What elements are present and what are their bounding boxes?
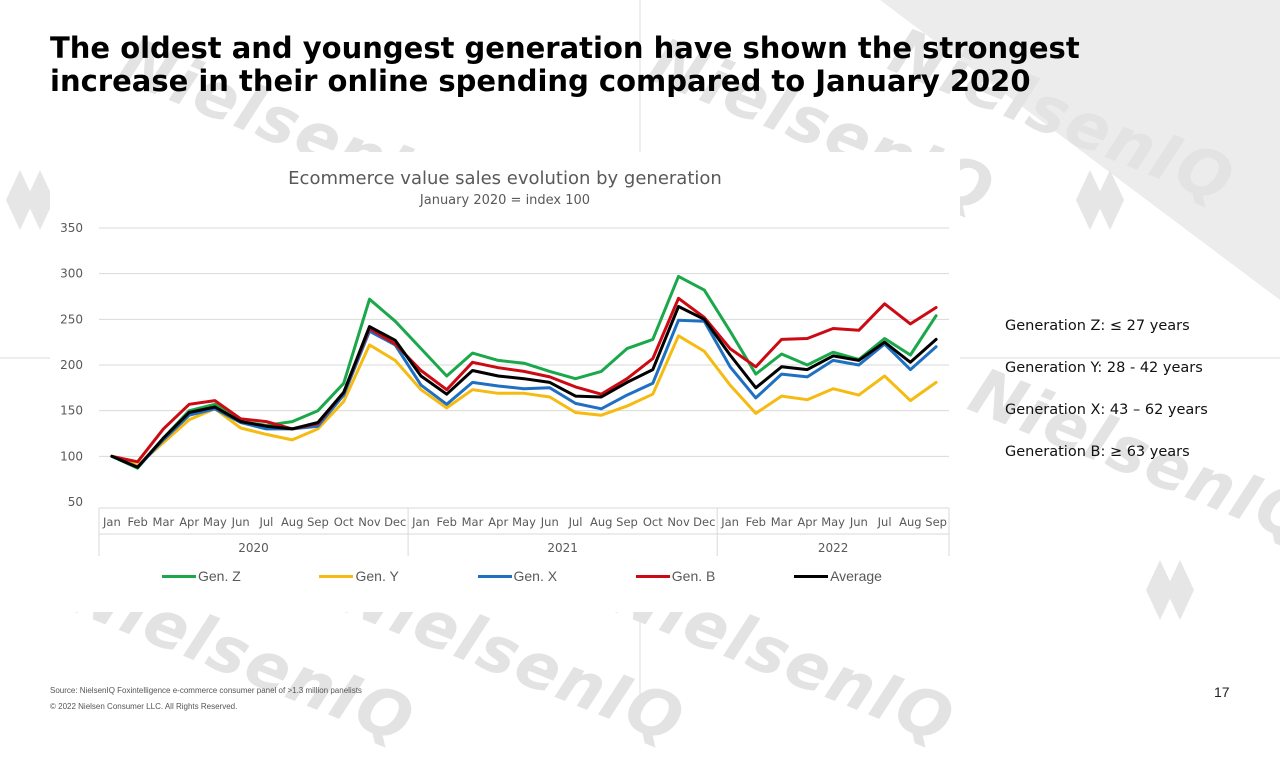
copyright-note: © 2022 Nielsen Consumer LLC. All Rights … xyxy=(50,702,238,711)
generation-b-definition: Generation B: ≥ 63 years xyxy=(1005,444,1190,460)
x-tick-label: May xyxy=(821,515,845,529)
x-tick-label: Aug xyxy=(899,515,921,529)
generation-y-definition: Generation Y: 28 - 42 years xyxy=(1005,360,1203,376)
x-tick-label: Mar xyxy=(462,515,484,529)
y-tick-label: 150 xyxy=(60,404,83,418)
x-tick-label: Jul xyxy=(258,515,273,529)
x-tick-label: Nov xyxy=(358,515,381,529)
series-line-gen-b xyxy=(110,296,938,464)
legend-item: Average xyxy=(794,568,882,584)
x-tick-label: Jun xyxy=(231,515,250,529)
legend-item: Gen. Y xyxy=(319,568,399,584)
legend-swatch xyxy=(319,574,354,578)
series-line-gen-y xyxy=(110,334,938,467)
x-tick-label: Feb xyxy=(127,515,147,529)
legend-swatch xyxy=(162,574,196,578)
x-tick-label: Apr xyxy=(179,515,199,529)
legend-item: Gen. B xyxy=(635,568,716,584)
y-tick-label: 200 xyxy=(60,358,83,372)
y-tick-label: 50 xyxy=(68,495,83,509)
legend-label: Gen. X xyxy=(513,568,558,584)
x-tick-label: Feb xyxy=(437,515,457,529)
source-note: Source: NielsenIQ Foxintelligence e-comm… xyxy=(50,686,362,695)
legend-swatch xyxy=(635,574,670,578)
legend-swatch xyxy=(794,574,829,578)
chart-subtitle: January 2020 = index 100 xyxy=(419,193,591,208)
page-number: 17 xyxy=(1214,684,1230,700)
x-tick-label: Jun xyxy=(540,515,559,529)
x-tick-label: Jan xyxy=(102,515,121,529)
x-tick-label: Aug xyxy=(281,515,303,529)
x-tick-label: Jun xyxy=(849,515,868,529)
x-tick-label: Mar xyxy=(771,515,793,529)
legend-label: Gen. Z xyxy=(198,568,241,584)
x-tick-label: Apr xyxy=(488,515,508,529)
legend-label: Gen. B xyxy=(671,568,716,584)
year-label: 2020 xyxy=(238,541,269,555)
line-chart: 50 100 150 200 250 300 350 Jan Feb Mar Apr May Jun Ju… xyxy=(60,221,950,556)
series-line-average xyxy=(110,305,938,469)
chart-title: Ecommerce value sales evolution by gener… xyxy=(288,168,722,189)
generation-z-definition: Generation Z: ≤ 27 years xyxy=(1005,318,1190,334)
chart-legend: Gen. Z Gen. Y Gen. X Gen. B Average xyxy=(162,568,882,584)
year-label: 2021 xyxy=(547,541,578,555)
legend-item: Gen. X xyxy=(477,568,558,584)
generation-definitions: Generation Z: ≤ 27 years Generation Y: 2… xyxy=(1005,318,1208,486)
chart-panel: Ecommerce value sales evolution by gener… xyxy=(50,152,960,612)
x-tick-label: Feb xyxy=(746,515,766,529)
legend-swatch xyxy=(477,574,512,578)
legend-item: Gen. Z xyxy=(162,568,241,584)
x-tick-label: Jan xyxy=(411,515,430,529)
x-tick-label: Apr xyxy=(797,515,817,529)
slide-title: The oldest and youngest generation have … xyxy=(50,31,1080,98)
x-tick-label: Oct xyxy=(643,515,663,529)
x-tick-label: Dec xyxy=(693,515,715,529)
slide-background xyxy=(0,0,1280,720)
x-tick-label: Jan xyxy=(720,515,739,529)
legend-label: Average xyxy=(830,568,882,584)
x-tick-label: Oct xyxy=(334,515,354,529)
x-tick-label: Sep xyxy=(616,515,638,529)
generation-x-definition: Generation X: 43 – 62 years xyxy=(1005,402,1208,418)
x-tick-label: Sep xyxy=(307,515,329,529)
legend-label: Gen. Y xyxy=(355,568,399,584)
x-tick-label: Mar xyxy=(153,515,175,529)
x-tick-label: Nov xyxy=(667,515,690,529)
x-tick-label: Jul xyxy=(568,515,583,529)
x-tick-label: Sep xyxy=(925,515,947,529)
year-label: 2022 xyxy=(818,541,849,555)
y-tick-label: 300 xyxy=(60,267,83,281)
x-tick-label: Jul xyxy=(877,515,892,529)
x-tick-label: Dec xyxy=(384,515,406,529)
y-tick-label: 250 xyxy=(60,312,83,326)
x-tick-label: Aug xyxy=(590,515,612,529)
y-tick-label: 350 xyxy=(60,221,83,235)
x-tick-label: May xyxy=(512,515,536,529)
y-tick-label: 100 xyxy=(60,449,83,463)
x-tick-label: May xyxy=(203,515,227,529)
